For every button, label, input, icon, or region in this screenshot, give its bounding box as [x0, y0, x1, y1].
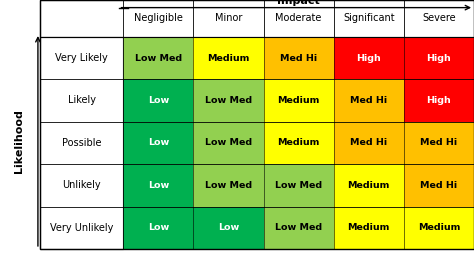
- Text: Low: Low: [148, 223, 169, 232]
- Bar: [404, 122, 474, 164]
- Text: Significant: Significant: [343, 13, 394, 23]
- Bar: [123, 207, 193, 249]
- Text: Medium: Medium: [347, 181, 390, 190]
- Text: Medium: Medium: [277, 138, 320, 147]
- Bar: [123, 122, 193, 164]
- Text: Medium: Medium: [277, 96, 320, 105]
- Bar: [404, 164, 474, 207]
- Bar: [404, 37, 474, 79]
- Text: Low Med: Low Med: [205, 181, 252, 190]
- Text: Moderate: Moderate: [275, 13, 322, 23]
- Text: Low: Low: [218, 223, 239, 232]
- Text: Low: Low: [148, 138, 169, 147]
- Bar: [334, 122, 404, 164]
- Text: High: High: [356, 54, 381, 62]
- Bar: [334, 37, 404, 79]
- Bar: [193, 37, 264, 79]
- Bar: [264, 164, 334, 207]
- Bar: [123, 79, 193, 122]
- Bar: [264, 37, 334, 79]
- Bar: [404, 79, 474, 122]
- Text: Med Hi: Med Hi: [420, 138, 457, 147]
- Bar: [123, 37, 193, 79]
- Text: High: High: [427, 96, 451, 105]
- Text: Negligible: Negligible: [134, 13, 183, 23]
- Text: High: High: [427, 54, 451, 62]
- Bar: [193, 164, 264, 207]
- Text: Low Med: Low Med: [205, 138, 252, 147]
- Bar: [193, 79, 264, 122]
- Text: Likely: Likely: [68, 96, 96, 105]
- Bar: [334, 164, 404, 207]
- Bar: [123, 164, 193, 207]
- Text: Severe: Severe: [422, 13, 456, 23]
- Bar: [193, 122, 264, 164]
- Bar: [264, 122, 334, 164]
- Bar: [334, 207, 404, 249]
- Bar: [404, 207, 474, 249]
- Text: Low Med: Low Med: [275, 223, 322, 232]
- Bar: [40, 0, 474, 37]
- Text: Low Med: Low Med: [205, 96, 252, 105]
- Bar: [193, 207, 264, 249]
- Text: Impact: Impact: [277, 0, 320, 6]
- Text: Med Hi: Med Hi: [350, 138, 387, 147]
- Text: Med Hi: Med Hi: [350, 96, 387, 105]
- Bar: [334, 79, 404, 122]
- Text: Low Med: Low Med: [275, 181, 322, 190]
- Bar: [40, 37, 123, 249]
- Text: Med Hi: Med Hi: [420, 181, 457, 190]
- Text: Possible: Possible: [62, 138, 101, 148]
- Text: Likelihood: Likelihood: [14, 109, 24, 173]
- Text: Unlikely: Unlikely: [63, 180, 101, 190]
- Text: Medium: Medium: [418, 223, 460, 232]
- Text: Medium: Medium: [207, 54, 250, 62]
- Text: Very Unlikely: Very Unlikely: [50, 223, 113, 233]
- Text: Low: Low: [148, 181, 169, 190]
- Text: Low: Low: [148, 96, 169, 105]
- Text: Minor: Minor: [215, 13, 242, 23]
- Bar: [264, 207, 334, 249]
- Text: Med Hi: Med Hi: [280, 54, 317, 62]
- Text: Medium: Medium: [347, 223, 390, 232]
- Text: Very Likely: Very Likely: [55, 53, 108, 63]
- Bar: [264, 79, 334, 122]
- Text: Low Med: Low Med: [135, 54, 182, 62]
